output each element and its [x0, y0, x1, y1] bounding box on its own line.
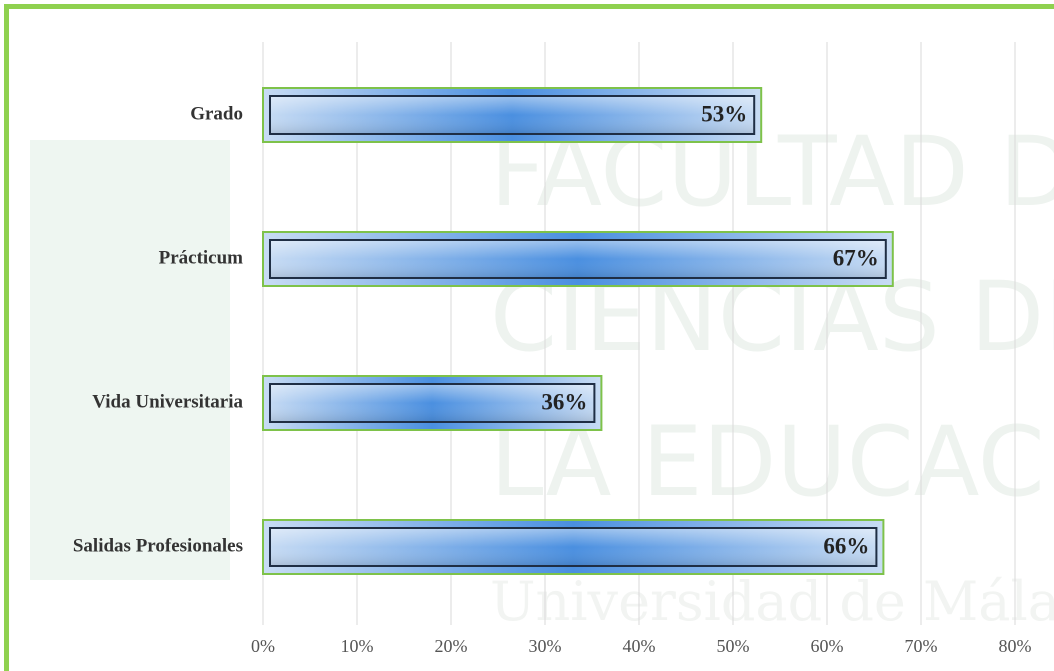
- x-tick-label: 60%: [811, 636, 844, 656]
- x-tick-label: 50%: [717, 636, 750, 656]
- x-tick-label: 20%: [435, 636, 468, 656]
- y-tick-label: Vida Universitaria: [92, 391, 243, 412]
- x-tick-label: 30%: [529, 636, 562, 656]
- x-tick-label: 80%: [999, 636, 1032, 656]
- value-label: 67%: [833, 245, 879, 270]
- x-tick-label: 40%: [623, 636, 656, 656]
- bar-shine: [269, 95, 756, 135]
- x-tick-label: 70%: [905, 636, 938, 656]
- logo-shape: [30, 140, 230, 580]
- x-tick-label: 10%: [341, 636, 374, 656]
- bar-shine: [269, 383, 596, 423]
- value-label: 36%: [541, 389, 587, 414]
- watermark: Universidad de Málaga: [490, 570, 1054, 633]
- value-label: 53%: [701, 101, 747, 126]
- y-tick-label: Grado: [190, 103, 243, 124]
- value-label: 66%: [823, 533, 869, 558]
- x-tick-label: 0%: [251, 636, 275, 656]
- y-tick-label: Salidas Profesionales: [73, 535, 243, 556]
- bar-shine: [269, 239, 887, 279]
- bar-shine: [269, 527, 878, 567]
- y-tick-label: Prácticum: [159, 247, 244, 268]
